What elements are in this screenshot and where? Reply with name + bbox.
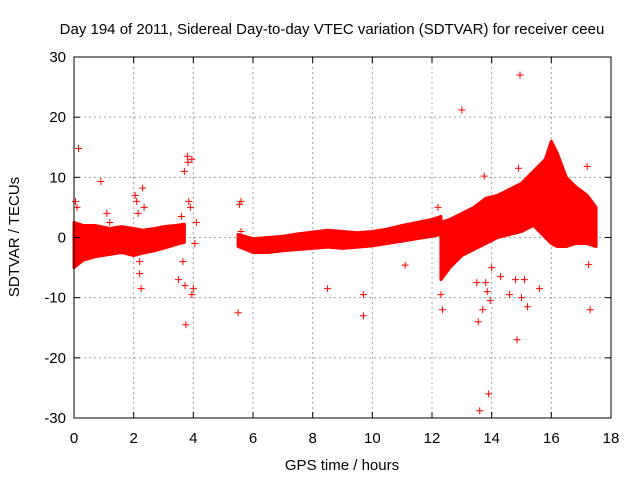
data-point	[71, 197, 79, 205]
data-band-1	[72, 220, 186, 270]
x-tick-label: 14	[483, 430, 500, 447]
data-point	[131, 191, 139, 199]
axis-ticks: 0 2 4 6 8 10 12 14 16 18 30 20 10 0 -10 -20 -30	[44, 49, 619, 447]
data-point	[512, 276, 520, 284]
y-tick-label: -10	[44, 290, 66, 307]
data-point	[180, 167, 188, 175]
data-point	[438, 306, 446, 314]
data-point	[486, 297, 494, 305]
data-point	[583, 163, 591, 171]
data-point	[137, 285, 145, 293]
data-point	[480, 172, 488, 180]
x-tick-label: 4	[189, 430, 197, 447]
x-tick-label: 10	[364, 430, 381, 447]
data-points	[71, 71, 598, 415]
data-band-2	[236, 214, 443, 255]
data-point	[192, 218, 200, 226]
data-point	[473, 279, 481, 287]
data-point	[237, 197, 245, 205]
data-point	[179, 258, 187, 266]
y-tick-label: 30	[49, 49, 66, 66]
data-point	[359, 312, 367, 320]
x-tick-label: 12	[424, 430, 441, 447]
data-point	[535, 285, 543, 293]
data-point	[401, 261, 409, 269]
data-point	[520, 276, 528, 284]
data-point	[188, 155, 196, 163]
data-point	[236, 200, 244, 208]
y-axis-label: SDTVAR / TECUs	[6, 177, 23, 297]
data-point	[234, 309, 242, 317]
data-point	[103, 209, 111, 217]
x-axis-label: GPS time / hours	[285, 457, 399, 474]
data-point	[134, 209, 142, 217]
data-point	[97, 178, 105, 186]
x-tick-label: 16	[543, 430, 560, 447]
y-tick-label: 20	[49, 109, 66, 126]
data-point	[133, 197, 141, 205]
data-band-3	[439, 139, 598, 282]
data-point	[185, 197, 193, 205]
data-point	[474, 318, 482, 326]
y-tick-label: 0	[58, 230, 66, 247]
x-tick-label: 6	[249, 430, 257, 447]
chart-title: Day 194 of 2011, Sidereal Day-to-day VTE…	[60, 21, 605, 38]
data-point	[586, 306, 594, 314]
data-point	[74, 144, 82, 152]
data-point	[518, 294, 525, 302]
data-point	[237, 227, 245, 235]
data-point	[485, 390, 493, 398]
data-point	[476, 407, 484, 415]
data-point	[359, 291, 367, 299]
data-point	[585, 261, 593, 269]
x-tick-label: 0	[70, 430, 78, 447]
data-point	[182, 321, 190, 329]
x-tick-label: 2	[129, 430, 137, 447]
data-point	[516, 71, 524, 79]
data-point	[482, 279, 490, 287]
data-point	[106, 218, 114, 226]
data-point	[188, 291, 196, 299]
data-point	[483, 288, 491, 296]
data-point	[479, 306, 487, 314]
y-tick-label: 10	[49, 169, 66, 186]
data-point	[515, 164, 523, 172]
data-point	[437, 291, 445, 299]
data-point	[324, 285, 332, 293]
data-point	[184, 158, 192, 166]
y-tick-label: -30	[44, 410, 66, 427]
data-point	[523, 303, 531, 311]
data-point	[458, 106, 466, 114]
data-point	[139, 184, 147, 192]
x-tick-label: 8	[308, 430, 316, 447]
data-point	[140, 203, 148, 211]
data-point	[73, 203, 81, 211]
data-point	[513, 336, 521, 344]
data-point	[506, 291, 514, 299]
data-point	[191, 240, 199, 248]
data-point	[497, 273, 505, 281]
data-point	[488, 264, 496, 272]
data-point	[174, 276, 182, 284]
y-tick-label: -20	[44, 350, 66, 367]
data-point	[136, 258, 144, 266]
data-point	[434, 203, 442, 211]
data-point	[186, 203, 194, 211]
data-point	[177, 212, 185, 220]
data-point	[181, 282, 189, 290]
x-tick-label: 18	[603, 430, 620, 447]
data-point	[183, 152, 191, 160]
data-point	[136, 270, 144, 278]
data-point	[189, 285, 197, 293]
